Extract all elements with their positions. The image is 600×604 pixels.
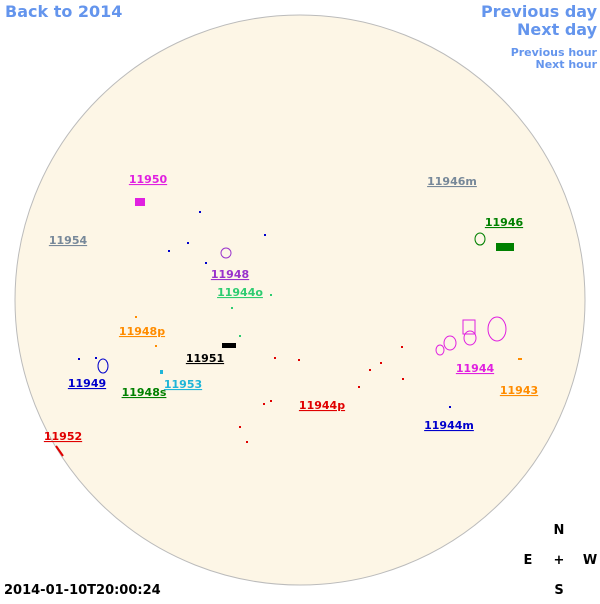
region-labels: 11950 11946m 11946 11954 11948 11944o 11948p 11… — [44, 173, 538, 443]
spot — [435, 344, 445, 356]
spot — [135, 198, 145, 206]
compass: N E + W S — [524, 523, 598, 598]
previous-day-link[interactable]: Previous day — [481, 2, 598, 21]
spot — [55, 445, 64, 457]
spot — [487, 316, 507, 342]
spot-dots — [78, 211, 451, 408]
region-label: 11946m — [427, 175, 477, 188]
region-label: 11953 — [164, 378, 202, 391]
spot — [220, 247, 232, 259]
spot-dots — [239, 346, 404, 443]
next-hour-link[interactable]: Next hour — [536, 58, 598, 71]
previous-hour-link[interactable]: Previous hour — [511, 46, 598, 59]
spot — [222, 343, 236, 348]
region-label: 11944 — [456, 362, 495, 375]
region-label: 11949 — [68, 377, 106, 390]
spot — [443, 335, 457, 351]
region-label: 11948s — [122, 386, 167, 399]
region-label: 11943 — [500, 384, 538, 397]
spot — [160, 370, 163, 374]
region-label: 11950 — [129, 173, 168, 186]
region-label: 11948 — [211, 268, 249, 281]
back-link[interactable]: Back to 2014 — [5, 2, 122, 21]
compass-center: + — [554, 553, 565, 568]
spot-dots — [231, 294, 272, 337]
region-label: 11944m — [424, 419, 474, 432]
region-label: 11946 — [485, 216, 524, 229]
compass-south: S — [554, 583, 563, 598]
spot — [462, 319, 476, 335]
region-label: 11952 — [44, 430, 82, 443]
compass-east: E — [524, 553, 533, 568]
timestamp: 2014-01-10T20:00:24 — [4, 583, 161, 598]
spot — [97, 358, 109, 374]
spot-dots — [135, 316, 522, 360]
region-label: 11944o — [217, 286, 263, 299]
region-label: 11948p — [119, 325, 165, 338]
region-label: 11954 — [49, 234, 88, 247]
solar-disk — [14, 14, 586, 586]
region-label: 11951 — [186, 352, 224, 365]
spot — [474, 232, 486, 246]
spots — [55, 198, 522, 457]
region-label: 11944p — [299, 399, 345, 412]
spot — [463, 330, 477, 346]
next-day-link[interactable]: Next day — [517, 20, 598, 39]
compass-north: N — [554, 523, 565, 538]
compass-west: W — [583, 553, 597, 568]
spot — [496, 243, 514, 251]
